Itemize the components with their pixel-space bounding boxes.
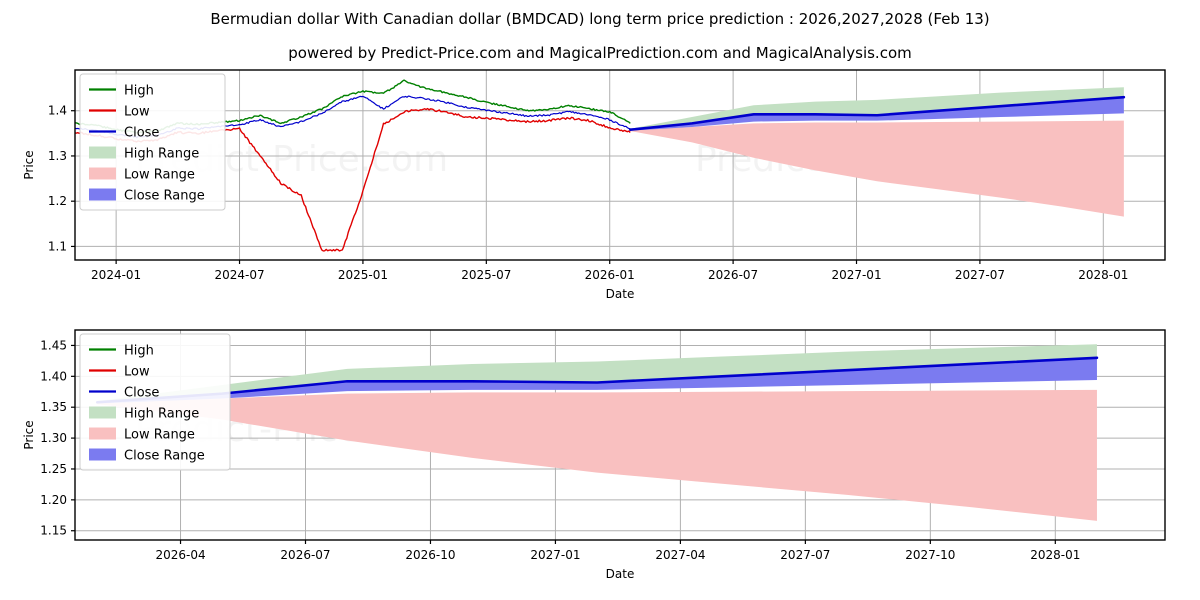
plot-frame: [74, 329, 1166, 541]
overview-chart-panel: Predict-Price.comPredict-Price.com1.11.2…: [0, 62, 1200, 320]
svg-text:1.4: 1.4: [48, 104, 67, 118]
svg-text:1.40: 1.40: [40, 369, 67, 383]
legend-item-label: Close Range: [124, 449, 205, 464]
svg-text:2025-01: 2025-01: [338, 268, 388, 282]
x-axis-label: Date: [606, 567, 635, 581]
svg-text:1.1: 1.1: [48, 239, 67, 253]
low-range-band: [630, 120, 1124, 217]
legend-item-label: High: [124, 84, 154, 99]
chart-legend: High Low Close High Range Low Range Close Ran…: [79, 333, 231, 471]
forecast-detail-chart-svg: Predict-Price.comPredict-Price.com1.151.…: [22, 329, 1166, 581]
legend-item-label: Close Range: [124, 189, 205, 204]
legend-item-label: Close: [124, 126, 159, 141]
y-axis-label: Price: [22, 150, 36, 179]
svg-text:2026-07: 2026-07: [708, 268, 758, 282]
legend-swatch-patch: [89, 146, 116, 159]
legend-swatch-patch: [89, 406, 116, 419]
low-range-band: [97, 389, 1097, 521]
svg-text:2027-07: 2027-07: [780, 548, 830, 562]
legend-item-label: High: [124, 344, 154, 359]
overview-chart-svg: Predict-Price.comPredict-Price.com1.11.2…: [22, 69, 1166, 301]
x-axis-ticks: 2024-01 2024-07 2025-01 2025-07 2026-01 2026-…: [91, 260, 1128, 282]
forecast-close-line: [95, 356, 1099, 404]
y-axis-ticks: 1.15 1.20 1.25 1.30 1.35 1.40 1.45: [40, 338, 75, 538]
svg-text:2028-01: 2028-01: [1030, 548, 1080, 562]
x-axis-ticks: 2026-04 2026-07 2026-10 2027-01 2027-04 2027-…: [155, 540, 1080, 562]
page-subtitle: powered by Predict-Price.com and Magical…: [288, 44, 912, 62]
legend-swatch-patch: [89, 167, 116, 180]
svg-text:Price: Price: [22, 150, 36, 179]
legend-swatch-patch: [89, 188, 116, 201]
legend-item-label: Close: [124, 386, 159, 401]
svg-text:2024-07: 2024-07: [214, 268, 264, 282]
svg-text:1.15: 1.15: [40, 524, 67, 538]
svg-text:2026-10: 2026-10: [405, 548, 455, 562]
svg-text:1.35: 1.35: [40, 400, 67, 414]
svg-text:1.30: 1.30: [40, 431, 67, 445]
svg-text:1.45: 1.45: [40, 338, 67, 352]
legend-item-label: Low Range: [124, 168, 195, 183]
svg-text:2026-04: 2026-04: [155, 548, 205, 562]
forecast-close-line: [628, 95, 1126, 132]
svg-text:1.20: 1.20: [40, 493, 67, 507]
svg-text:2025-07: 2025-07: [461, 268, 511, 282]
legend-item-label: Low: [124, 365, 150, 380]
forecast-detail-chart-panel: Predict-Price.comPredict-Price.com1.151.…: [0, 322, 1200, 600]
page-title: Bermudian dollar With Canadian dollar (B…: [210, 10, 990, 28]
svg-text:1.3: 1.3: [48, 149, 67, 163]
legend-swatch-patch: [89, 427, 116, 440]
legend-item-label: High Range: [124, 147, 199, 162]
svg-text:2026-01: 2026-01: [585, 268, 635, 282]
svg-text:2024-01: 2024-01: [91, 268, 141, 282]
svg-text:2027-01: 2027-01: [530, 548, 580, 562]
svg-text:2027-01: 2027-01: [831, 268, 881, 282]
svg-text:1.25: 1.25: [40, 462, 67, 476]
svg-text:Price: Price: [22, 420, 36, 449]
svg-text:2028-01: 2028-01: [1078, 268, 1128, 282]
legend-item-label: Low: [124, 105, 150, 120]
legend-item-label: High Range: [124, 407, 199, 422]
high-range-band: [97, 344, 1097, 403]
chart-legend: High Low Close High Range Low Range Close Ran…: [79, 73, 226, 211]
close-range-band: [630, 97, 1124, 131]
svg-text:2027-10: 2027-10: [905, 548, 955, 562]
x-axis-label: Date: [606, 287, 635, 301]
svg-text:2026-07: 2026-07: [280, 548, 330, 562]
y-axis-ticks: 1.1 1.2 1.3 1.4: [48, 104, 75, 253]
y-axis-label: Price: [22, 420, 36, 449]
legend-swatch-patch: [89, 448, 116, 461]
legend-item-label: Low Range: [124, 428, 195, 443]
svg-text:2027-07: 2027-07: [955, 268, 1005, 282]
high-range-band: [630, 87, 1124, 130]
svg-text:1.2: 1.2: [48, 194, 67, 208]
plot-frame: [74, 69, 1166, 261]
svg-text:2027-04: 2027-04: [655, 548, 705, 562]
